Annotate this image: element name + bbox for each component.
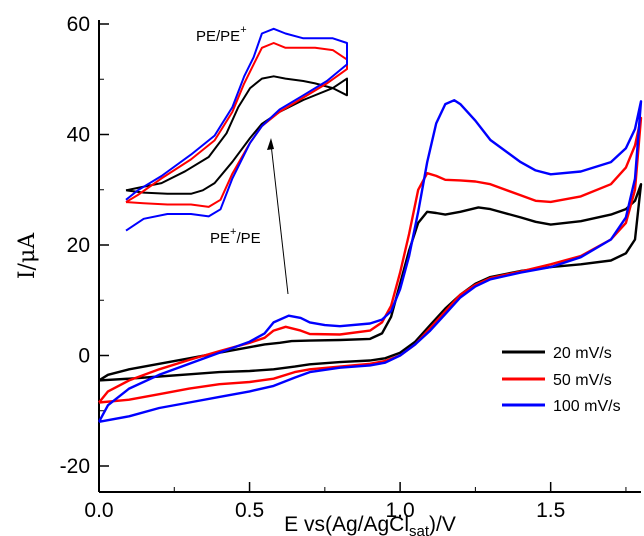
axes <box>98 20 641 493</box>
y-tick-label: -20 <box>60 455 90 478</box>
series-line <box>97 99 643 423</box>
series-line <box>98 183 643 382</box>
tick-labels: 0.0 0.5 1.0 1.5 -20 0 20 40 60 <box>60 13 566 522</box>
inset-bottom-label: PE+/PE <box>210 226 261 247</box>
x-tick-label: 1.5 <box>536 499 565 522</box>
inset-series-line <box>125 27 348 232</box>
inset-series-line <box>125 42 348 208</box>
x-tick-label: 1.0 <box>386 499 415 522</box>
x-axis-label: E vs(Ag/AgClsat)/V <box>284 513 456 536</box>
legend-label: 50 mV/s <box>553 372 612 389</box>
inset-top-label: PE/PE+ <box>196 24 247 45</box>
annotation-arrow <box>267 138 289 295</box>
inset-series-line <box>125 75 348 195</box>
y-tick-label: 60 <box>67 13 90 36</box>
x-tick-label: 0.0 <box>84 499 113 522</box>
y-tick-label: 20 <box>67 234 90 257</box>
main-series <box>97 99 643 423</box>
legend: 20 mV/s 50 mV/s 100 mV/s <box>502 345 621 415</box>
ticks <box>98 23 627 492</box>
legend-label: 20 mV/s <box>553 345 612 362</box>
y-tick-label: 0 <box>78 345 90 368</box>
legend-label: 100 mV/s <box>553 398 621 415</box>
x-tick-label: 0.5 <box>235 499 264 522</box>
y-tick-label: 40 <box>67 124 90 147</box>
inset <box>125 27 348 232</box>
series-line <box>98 116 643 404</box>
y-axis-label: I/μA <box>15 232 40 279</box>
